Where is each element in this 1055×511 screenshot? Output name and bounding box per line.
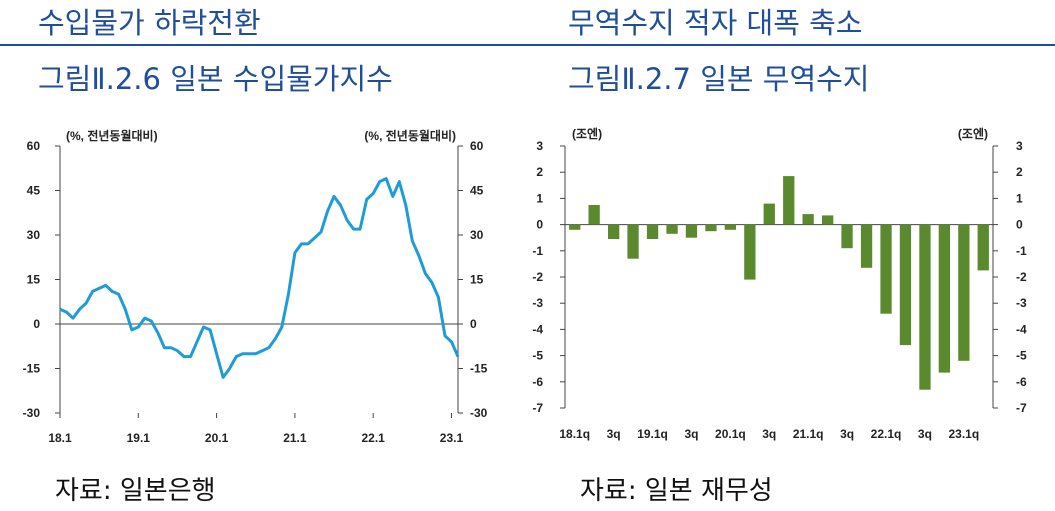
right-y-tick-label: -4 bbox=[1016, 322, 1027, 336]
left-y-tick-label: -30 bbox=[23, 406, 41, 420]
trade-balance-bar bbox=[938, 224, 950, 373]
trade-balance-bar bbox=[783, 176, 795, 225]
x-tick-label: 22.1q bbox=[871, 427, 902, 441]
left-figure-title: 그림Ⅱ.2.6 일본 수입물가지수 bbox=[38, 62, 393, 96]
trade-balance-bar bbox=[841, 224, 853, 249]
trade-balance-bar bbox=[724, 224, 736, 230]
left-y-tick-label: -4 bbox=[532, 322, 543, 336]
trade-balance-bar bbox=[763, 203, 775, 225]
left-unit-label: (%, 전년동월대비) bbox=[66, 128, 158, 143]
right-y-tick-label: -7 bbox=[1016, 401, 1027, 415]
x-tick-label: 3q bbox=[607, 427, 621, 441]
left-y-tick-label: 0 bbox=[33, 317, 40, 331]
x-tick-label: 21.1q bbox=[793, 427, 824, 441]
import-price-chart: 60 60 45 45 30 30 15 15 0 0 -15 -15 -30 -30 18.1 19.1 20… bbox=[23, 128, 488, 445]
left-y-tick-label: 15 bbox=[27, 273, 41, 287]
x-tick-label: 3q bbox=[918, 427, 932, 441]
x-tick-label: 18.1 bbox=[48, 431, 72, 445]
left-y-tick-label: 45 bbox=[27, 184, 41, 198]
left-section-title: 수입물가 하락전환 bbox=[38, 6, 261, 40]
trade-balance-bar bbox=[685, 224, 698, 238]
x-tick-label: 3q bbox=[762, 427, 776, 441]
trade-balance-bar bbox=[958, 224, 970, 361]
left-y-tick-label: 1 bbox=[536, 191, 543, 205]
left-y-tick-label: 0 bbox=[536, 218, 543, 232]
left-y-tick-label: -15 bbox=[23, 362, 41, 376]
x-tick-label: 18.1q bbox=[559, 427, 590, 441]
right-y-tick-label: -5 bbox=[1016, 349, 1027, 363]
trade-balance-bar bbox=[666, 224, 678, 234]
left-y-tick-label: 2 bbox=[536, 165, 543, 179]
left-y-tick-label: 30 bbox=[27, 228, 41, 242]
trade-balance-bar bbox=[899, 224, 912, 346]
left-y-tick-label: -7 bbox=[532, 401, 543, 415]
right-y-tick-label: -6 bbox=[1016, 375, 1027, 389]
right-y-tick-label: -30 bbox=[470, 406, 488, 420]
x-tick-label: 19.1q bbox=[637, 427, 668, 441]
right-y-tick-label: 3 bbox=[1016, 139, 1023, 153]
trade-balance-bar bbox=[822, 215, 834, 225]
x-tick-label: 23.1 bbox=[440, 431, 464, 445]
left-source-note: 자료: 일본은행 bbox=[55, 476, 216, 506]
left-y-tick-label: -6 bbox=[532, 375, 543, 389]
trade-balance-bar bbox=[802, 214, 814, 225]
x-tick-label: 22.1 bbox=[362, 431, 386, 445]
left-y-tick-label: -1 bbox=[532, 244, 543, 258]
trade-balance-bar bbox=[744, 224, 756, 280]
right-y-tick-label: -3 bbox=[1016, 296, 1027, 310]
trade-balance-bar bbox=[588, 205, 600, 225]
right-y-tick-label: -15 bbox=[470, 362, 488, 376]
right-figure-title: 그림Ⅱ.2.7 일본 무역수지 bbox=[568, 62, 870, 96]
x-tick-label: 20.1 bbox=[205, 431, 229, 445]
right-section-title: 무역수지 적자 대폭 축소 bbox=[568, 6, 863, 40]
trade-balance-bar bbox=[705, 224, 717, 232]
right-y-tick-label: 15 bbox=[470, 273, 484, 287]
right-y-tick-label: 1 bbox=[1016, 191, 1023, 205]
import-price-line bbox=[59, 177, 460, 379]
right-y-tick-label: 45 bbox=[470, 184, 484, 198]
trade-balance-chart: 3 3 2 2 1 1 0 0 -1 -1 -2 -2 -3 -3 -4 -4 -5 -5 -6 -6 -7 -7 18.1… bbox=[532, 126, 1027, 441]
left-y-tick-label: -2 bbox=[532, 270, 543, 284]
trade-balance-bar bbox=[919, 224, 931, 390]
header-divider bbox=[0, 44, 1055, 46]
right-y-tick-label: 30 bbox=[470, 228, 484, 242]
right-y-tick-label: 60 bbox=[470, 139, 484, 153]
x-tick-label: 21.1 bbox=[283, 431, 307, 445]
trade-balance-bar bbox=[860, 224, 873, 268]
trade-balance-bar bbox=[627, 224, 639, 259]
x-tick-label: 23.1q bbox=[948, 427, 979, 441]
x-tick-label: 20.1q bbox=[715, 427, 746, 441]
left-unit-label: (조엔) bbox=[572, 126, 602, 141]
right-source-note: 자료: 일본 재무성 bbox=[580, 476, 773, 506]
x-tick-label: 3q bbox=[684, 427, 698, 441]
right-unit-label: (조엔) bbox=[958, 126, 988, 141]
trade-balance-bar bbox=[646, 224, 659, 239]
trade-balance-bar bbox=[608, 224, 620, 239]
right-y-tick-label: 2 bbox=[1016, 165, 1023, 179]
left-y-tick-label: -3 bbox=[532, 296, 543, 310]
left-y-tick-label: -5 bbox=[532, 349, 543, 363]
trade-balance-bar bbox=[977, 224, 989, 271]
right-unit-label: (%, 전년동월대비) bbox=[364, 128, 456, 143]
left-y-tick-label: 60 bbox=[27, 139, 41, 153]
trade-balance-bar bbox=[569, 224, 581, 230]
right-y-tick-label: 0 bbox=[470, 317, 477, 331]
right-y-tick-label: 0 bbox=[1016, 218, 1023, 232]
trade-balance-bar bbox=[880, 224, 892, 314]
left-y-tick-label: 3 bbox=[536, 139, 543, 153]
right-y-tick-label: -1 bbox=[1016, 244, 1027, 258]
right-y-tick-label: -2 bbox=[1016, 270, 1027, 284]
x-tick-label: 3q bbox=[840, 427, 854, 441]
x-tick-label: 19.1 bbox=[127, 431, 151, 445]
